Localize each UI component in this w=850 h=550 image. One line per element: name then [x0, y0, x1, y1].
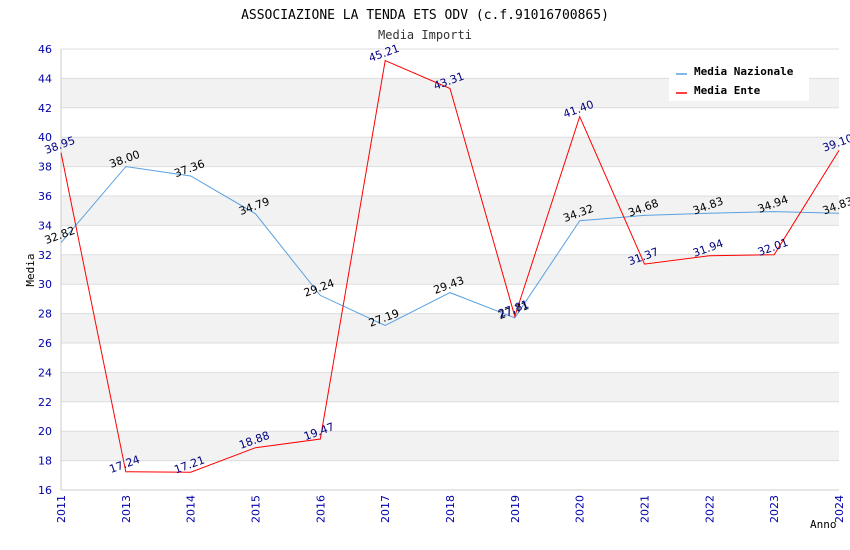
- background-bands: [61, 78, 839, 461]
- y-tick-label: 22: [38, 396, 52, 409]
- x-tick-label: 2017: [379, 495, 392, 523]
- y-tick-label: 16: [38, 484, 52, 497]
- y-tick-label: 30: [38, 278, 52, 291]
- legend-label-media-ente: Media Ente: [694, 84, 761, 97]
- series-lines: [60, 59, 840, 473]
- y-tick-label: 28: [38, 308, 52, 321]
- data-label: 45.21: [367, 42, 401, 65]
- y-tick-label: 46: [38, 43, 52, 56]
- y-tick-label: 26: [38, 337, 52, 350]
- y-tick-label: 32: [38, 249, 52, 262]
- x-tick-label: 2022: [703, 495, 716, 523]
- x-tick-label: 2020: [574, 495, 587, 523]
- x-tick-label: 2018: [444, 495, 457, 523]
- x-tick-label: 2024: [833, 495, 846, 523]
- x-tick-label: 2021: [639, 495, 652, 523]
- y-tick-label: 36: [38, 190, 52, 203]
- legend-box: [669, 59, 809, 101]
- y-tick-label: 40: [38, 131, 52, 144]
- grid-band: [61, 254, 839, 285]
- x-tick-label: 2013: [120, 495, 133, 523]
- series-line-media-ente: [60, 59, 840, 473]
- grid-band: [61, 313, 839, 343]
- y-tick-label: 44: [38, 72, 52, 85]
- x-tick-label: 2011: [55, 495, 68, 523]
- y-axis-label: Media: [24, 253, 37, 286]
- y-tick-label: 34: [38, 219, 52, 232]
- y-tick-label: 20: [38, 425, 52, 438]
- y-tick-label: 24: [38, 366, 52, 379]
- gridlines: [61, 48, 839, 491]
- grid-band: [61, 137, 839, 167]
- series-line-media-nazionale: [60, 166, 840, 327]
- x-tick-label: 2015: [250, 495, 263, 523]
- legend: Media Nazionale Media Ente: [669, 59, 809, 101]
- grid-band: [61, 372, 839, 402]
- y-tick-label: 42: [38, 102, 52, 115]
- x-tick-label: 2016: [314, 495, 327, 523]
- y-tick-label: 18: [38, 455, 52, 468]
- x-tick-label: 2014: [185, 495, 198, 523]
- grid-band: [61, 431, 839, 461]
- y-axis-ticks: 16 18 20 22 24 26 28 30 32 34 36 38 40 42 44 46: [38, 43, 52, 497]
- x-tick-label: 2019: [509, 495, 522, 523]
- x-axis-ticks: 2011 2013 2014 2015 2016 2017 2018 2019 2020 2021…: [55, 495, 846, 523]
- x-axis-label: Anno: [810, 518, 837, 531]
- y-tick-label: 38: [38, 161, 52, 174]
- grid-band: [61, 196, 839, 226]
- x-tick-label: 2023: [768, 495, 781, 523]
- chart-subtitle: Media Importi: [378, 28, 472, 42]
- legend-label-media-nazionale: Media Nazionale: [694, 65, 794, 78]
- chart-title: ASSOCIAZIONE LA TENDA ETS ODV (c.f.91016…: [241, 8, 609, 23]
- axes: [60, 49, 839, 491]
